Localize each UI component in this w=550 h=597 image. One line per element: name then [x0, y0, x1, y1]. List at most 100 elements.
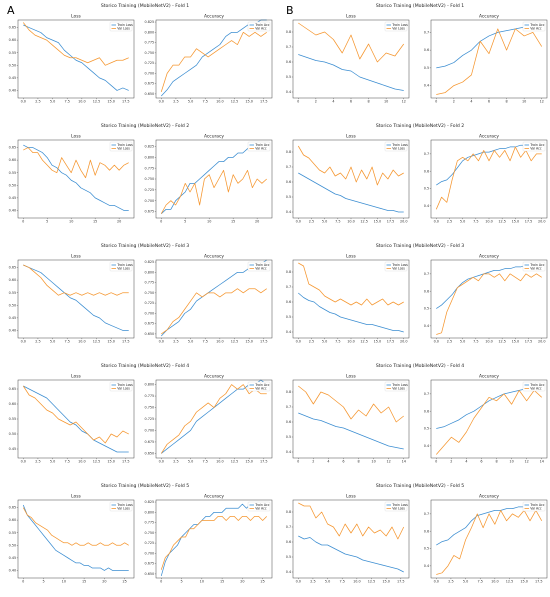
x-tick-label: 12.5 [93, 100, 101, 104]
fold-chart-b-1: Storico Training (MobileNetV2) - Fold 1 L… [286, 3, 548, 104]
axes-frame [430, 139, 548, 219]
x-tick-label: 0 [297, 460, 299, 464]
x-tick-label: 25 [261, 580, 265, 584]
accuracy-subplot: Accuracy 0 2 4 6 8 10 12 14 0.4 0.5 0.6 0.7 Train Acc… [424, 374, 548, 464]
y-tick-label: 0.55 [9, 171, 17, 175]
fold-chart-a-5: Storico Training (MobileNetV2) - Fold 5 L… [9, 483, 273, 584]
series-line-train-loss [23, 385, 129, 453]
x-tick-label: 15.0 [520, 580, 528, 584]
x-tick-label: 12 [386, 460, 390, 464]
x-tick-label: 0 [22, 580, 24, 584]
x-tick-label: 7.5 [203, 460, 208, 464]
y-tick-label: 0.700 [144, 429, 154, 433]
subplot-title: Accuracy [479, 494, 499, 500]
y-tick-label: 0.7 [424, 392, 429, 396]
axes-frame [17, 259, 135, 339]
subplot-title: Loss [71, 374, 81, 380]
legend-entry: Train Loss [116, 23, 133, 27]
x-tick-label: 20 [102, 580, 106, 584]
x-tick-label: 4 [327, 460, 329, 464]
subplot-title: Accuracy [479, 374, 499, 380]
x-tick-label: 12.5 [368, 580, 376, 584]
legend-entry: Train Acc [254, 383, 270, 387]
y-tick-label: 0.825 [144, 145, 154, 149]
y-tick-label: 0.650 [144, 92, 154, 96]
fold-suptitle: Storico Training (MobileNetV2) - Fold 1 [376, 3, 464, 9]
x-tick-label: 10.0 [347, 220, 355, 224]
fold-chart-b-5: Storico Training (MobileNetV2) - Fold 5 L… [286, 483, 548, 584]
series-line-val-loss [298, 502, 405, 540]
legend-entry: Train Loss [116, 263, 133, 267]
legend-entry: Val Loss [392, 267, 405, 271]
x-tick-label: 2.5 [35, 340, 40, 344]
y-tick-label: 0.6 [286, 180, 291, 184]
y-tick-label: 0.5 [286, 315, 291, 319]
y-tick-label: 0.700 [144, 311, 154, 315]
series-line-val-acc [160, 169, 267, 214]
subplot-title: Loss [71, 254, 81, 260]
x-tick-label: 4 [332, 100, 334, 104]
loss-subplot: Loss 0 2 4 6 8 10 12 0.4 0.5 0.6 0.7 0.8 Train LossVa… [286, 14, 410, 104]
x-tick-label: 5.0 [50, 100, 55, 104]
legend-entry: Val Acc [255, 27, 267, 31]
loss-subplot: Loss 0.0 2.5 5.0 7.5 10.0 12.5 15.0 17.5 0.40 0.45… [9, 14, 135, 104]
loss-subplot: Loss 0.0 2.5 5.0 7.5 10.0 12.5 15.0 17.5 0.4 0.5 0.… [286, 494, 410, 584]
y-tick-label: 0.65 [9, 26, 17, 30]
legend-entry: Train Loss [116, 503, 133, 507]
y-tick-label: 0.45 [9, 316, 17, 320]
axes-frame [292, 259, 410, 339]
y-tick-label: 0.50 [9, 432, 17, 436]
fold-suptitle: Storico Training (MobileNetV2) - Fold 2 [101, 123, 189, 129]
y-tick-label: 0.675 [144, 210, 154, 214]
y-tick-label: 0.5 [286, 75, 291, 79]
axes-frame [155, 379, 273, 459]
x-tick-label: 0.0 [434, 340, 439, 344]
subplot-title: Accuracy [204, 254, 224, 260]
x-tick-label: 15.0 [512, 340, 520, 344]
y-tick-label: 0.7 [424, 152, 429, 156]
fold-suptitle: Storico Training (MobileNetV2) - Fold 4 [101, 363, 189, 369]
x-tick-label: 6 [488, 100, 490, 104]
x-tick-label: 12 [402, 100, 406, 104]
x-tick-label: 2.5 [309, 340, 314, 344]
legend-entry: Train Loss [391, 263, 408, 267]
subplot-title: Accuracy [204, 494, 224, 500]
legend-entry: Train Loss [391, 383, 408, 387]
y-tick-label: 0.6 [286, 300, 291, 304]
x-tick-label: 17.5 [525, 220, 533, 224]
loss-subplot: Loss 0 5 10 15 20 0.40 0.45 0.50 0.55 0.60 0.65 Trai… [9, 134, 135, 224]
x-tick-label: 10.0 [216, 460, 224, 464]
x-tick-label: 2.5 [35, 460, 40, 464]
series-line-train-loss [22, 504, 129, 571]
y-tick-label: 0.50 [9, 183, 17, 187]
y-tick-label: 0.775 [144, 166, 154, 170]
x-tick-label: 10.0 [216, 100, 224, 104]
x-tick-label: 17.5 [525, 340, 533, 344]
y-tick-label: 0.675 [144, 82, 154, 86]
x-tick-label: 17.5 [260, 340, 268, 344]
x-tick-label: 2.5 [173, 460, 178, 464]
y-tick-label: 0.55 [9, 531, 17, 535]
series-line-val-loss [298, 262, 404, 306]
x-tick-label: 2 [315, 100, 317, 104]
y-tick-label: 0.4 [424, 564, 429, 568]
y-tick-label: 0.700 [144, 199, 154, 203]
y-tick-label: 0.4 [424, 84, 429, 88]
x-tick-label: 0.0 [296, 580, 301, 584]
y-tick-label: 0.6 [286, 60, 291, 64]
y-tick-label: 0.7 [424, 31, 429, 35]
y-tick-label: 0.60 [9, 402, 17, 406]
x-tick-label: 8 [505, 100, 507, 104]
y-tick-label: 0.60 [9, 278, 17, 282]
y-tick-label: 0.700 [144, 551, 154, 555]
subplot-title: Accuracy [479, 134, 499, 140]
x-tick-label: 0 [160, 580, 162, 584]
axes-frame [155, 19, 273, 99]
